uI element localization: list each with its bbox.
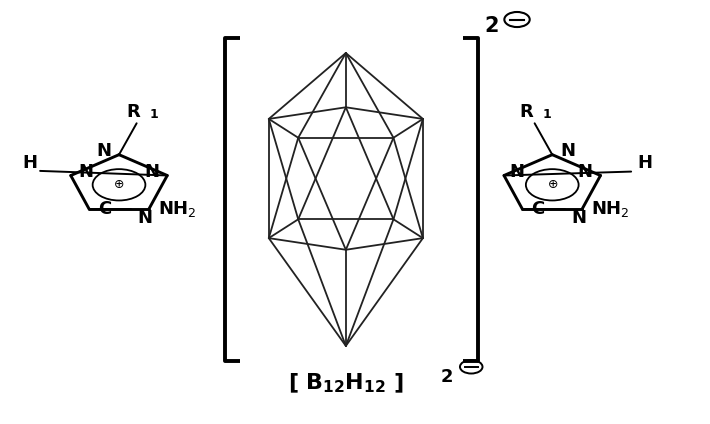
Text: N: N — [509, 163, 524, 181]
Text: R: R — [519, 103, 533, 120]
Text: N: N — [560, 142, 575, 160]
Text: H: H — [22, 153, 37, 172]
Text: N: N — [96, 142, 111, 160]
Text: 1: 1 — [150, 108, 158, 120]
Text: N: N — [577, 163, 592, 181]
Text: N: N — [571, 209, 586, 227]
Text: $\mathbf{[\ B_{12}H_{12}\ ]}$: $\mathbf{[\ B_{12}H_{12}\ ]}$ — [288, 372, 403, 395]
Text: N: N — [79, 163, 94, 181]
Text: C: C — [98, 200, 111, 218]
Text: R: R — [126, 103, 140, 120]
Text: C: C — [531, 200, 545, 218]
Text: 2: 2 — [484, 16, 498, 36]
Text: N: N — [138, 209, 153, 227]
Text: H: H — [638, 154, 652, 172]
Text: NH$_2$: NH$_2$ — [591, 199, 630, 219]
Text: 2: 2 — [441, 368, 454, 386]
Text: $\oplus$: $\oplus$ — [547, 179, 558, 191]
Text: NH$_2$: NH$_2$ — [158, 199, 197, 219]
Text: N: N — [144, 163, 159, 181]
Text: 1: 1 — [543, 108, 552, 120]
Text: $\oplus$: $\oplus$ — [114, 179, 125, 191]
